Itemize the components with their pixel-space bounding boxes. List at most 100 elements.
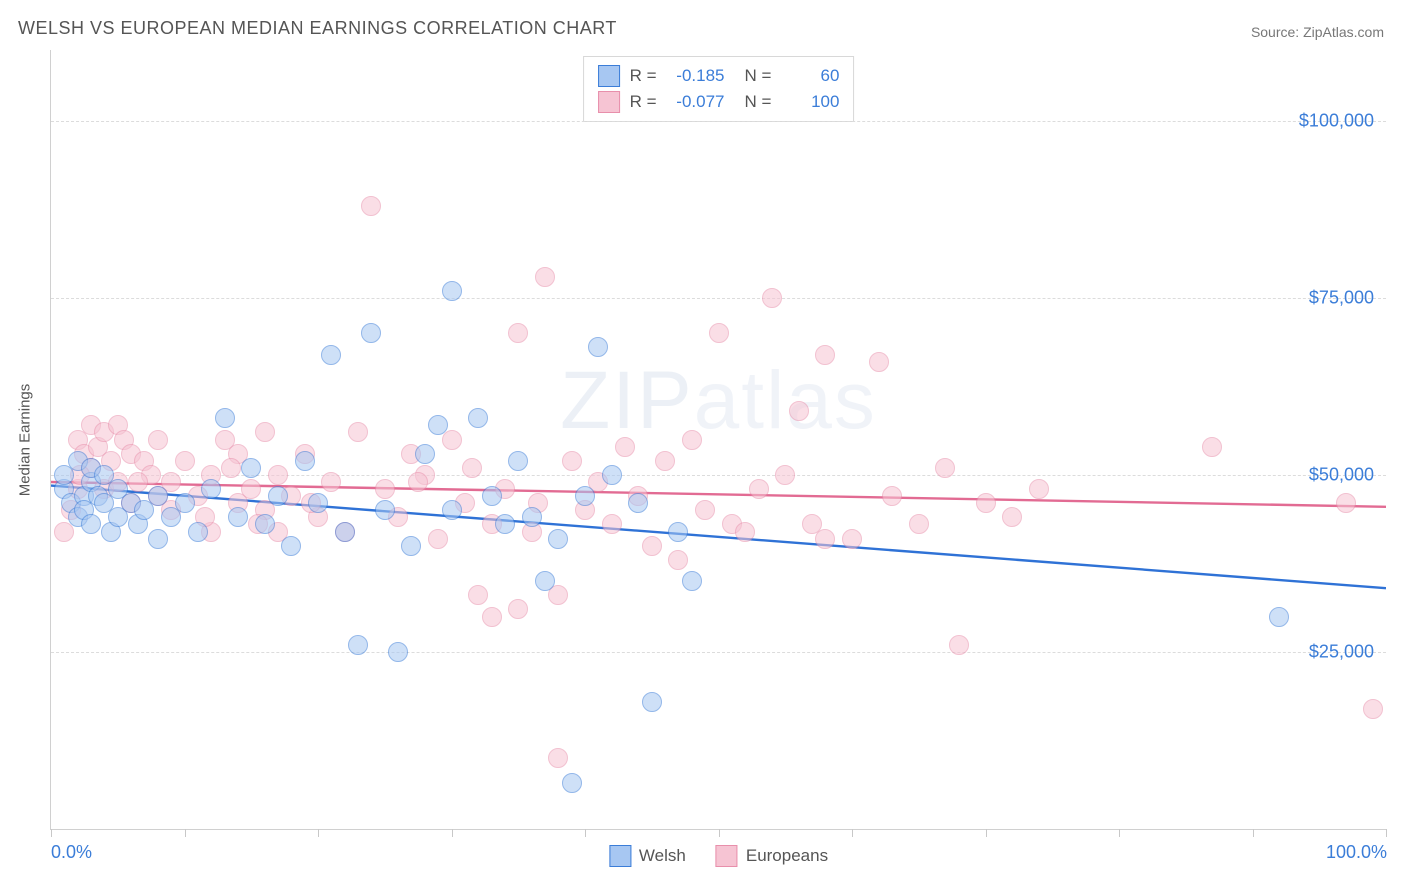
data-point-welsh (588, 337, 608, 357)
y-tick-label: $100,000 (1299, 110, 1374, 131)
data-point-europeans (762, 288, 782, 308)
data-point-europeans (602, 514, 622, 534)
data-point-welsh (148, 486, 168, 506)
watermark: ZIPatlas (560, 354, 877, 448)
swatch-europeans (716, 845, 738, 867)
data-point-welsh (281, 536, 301, 556)
data-point-welsh (415, 444, 435, 464)
legend-label-welsh: Welsh (639, 846, 686, 866)
x-tick (852, 829, 853, 837)
data-point-europeans (1029, 479, 1049, 499)
y-axis-title: Median Earnings (17, 383, 34, 496)
data-point-europeans (709, 323, 729, 343)
data-point-europeans (462, 458, 482, 478)
data-point-europeans (909, 514, 929, 534)
data-point-welsh (255, 514, 275, 534)
x-tick (719, 829, 720, 837)
data-point-welsh (335, 522, 355, 542)
watermark-bold: ZIP (560, 355, 694, 446)
n-label: N = (745, 89, 772, 115)
data-point-welsh (148, 529, 168, 549)
r-label: R = (630, 89, 657, 115)
data-point-europeans (935, 458, 955, 478)
data-point-welsh (1269, 607, 1289, 627)
chart-title: WELSH VS EUROPEAN MEDIAN EARNINGS CORREL… (18, 18, 617, 39)
data-point-europeans (535, 267, 555, 287)
trend-line-welsh (51, 486, 1386, 589)
data-point-welsh (321, 345, 341, 365)
y-tick-label: $50,000 (1309, 464, 1374, 485)
data-point-europeans (1336, 493, 1356, 513)
data-point-europeans (815, 529, 835, 549)
data-point-europeans (241, 479, 261, 499)
data-point-welsh (375, 500, 395, 520)
plot-area: Median Earnings ZIPatlas R = -0.185 N = … (50, 50, 1386, 830)
data-point-welsh (495, 514, 515, 534)
data-point-europeans (749, 479, 769, 499)
stats-row-europeans: R = -0.077 N = 100 (598, 89, 840, 115)
data-point-europeans (268, 465, 288, 485)
data-point-welsh (535, 571, 555, 591)
data-point-europeans (735, 522, 755, 542)
data-point-welsh (442, 281, 462, 301)
data-point-welsh (201, 479, 221, 499)
data-point-europeans (775, 465, 795, 485)
data-point-welsh (468, 408, 488, 428)
x-tick (51, 829, 52, 837)
swatch-europeans (598, 91, 620, 113)
data-point-europeans (1202, 437, 1222, 457)
gridline (51, 652, 1386, 653)
swatch-welsh (609, 845, 631, 867)
data-point-europeans (815, 345, 835, 365)
data-point-welsh (388, 642, 408, 662)
data-point-europeans (221, 458, 241, 478)
data-point-europeans (882, 486, 902, 506)
data-point-welsh (308, 493, 328, 513)
data-point-welsh (241, 458, 261, 478)
x-tick (1386, 829, 1387, 837)
data-point-europeans (668, 550, 688, 570)
data-point-welsh (548, 529, 568, 549)
x-tick (452, 829, 453, 837)
n-label: N = (745, 63, 772, 89)
chart-container: WELSH VS EUROPEAN MEDIAN EARNINGS CORREL… (0, 0, 1406, 892)
data-point-welsh (81, 514, 101, 534)
data-point-europeans (682, 430, 702, 450)
r-value-welsh: -0.185 (667, 63, 725, 89)
data-point-welsh (482, 486, 502, 506)
data-point-welsh (562, 773, 582, 793)
data-point-welsh (442, 500, 462, 520)
data-point-europeans (695, 500, 715, 520)
data-point-europeans (655, 451, 675, 471)
data-point-europeans (175, 451, 195, 471)
n-value-europeans: 100 (781, 89, 839, 115)
x-tick (1253, 829, 1254, 837)
data-point-welsh (682, 571, 702, 591)
data-point-europeans (615, 437, 635, 457)
x-tick-label: 100.0% (1326, 842, 1387, 863)
trend-lines (51, 50, 1386, 829)
swatch-welsh (598, 65, 620, 87)
data-point-welsh (295, 451, 315, 471)
data-point-europeans (789, 401, 809, 421)
data-point-welsh (575, 486, 595, 506)
data-point-europeans (642, 536, 662, 556)
data-point-welsh (175, 493, 195, 513)
x-tick (1119, 829, 1120, 837)
data-point-welsh (401, 536, 421, 556)
legend-item-europeans: Europeans (716, 845, 828, 867)
gridline (51, 121, 1386, 122)
data-point-welsh (428, 415, 448, 435)
data-point-europeans (128, 472, 148, 492)
x-tick (585, 829, 586, 837)
x-tick (185, 829, 186, 837)
data-point-europeans (148, 430, 168, 450)
watermark-thin: atlas (694, 355, 877, 446)
stats-row-welsh: R = -0.185 N = 60 (598, 63, 840, 89)
data-point-europeans (1363, 699, 1383, 719)
data-point-europeans (548, 748, 568, 768)
data-point-europeans (869, 352, 889, 372)
r-label: R = (630, 63, 657, 89)
data-point-europeans (348, 422, 368, 442)
r-value-europeans: -0.077 (667, 89, 725, 115)
